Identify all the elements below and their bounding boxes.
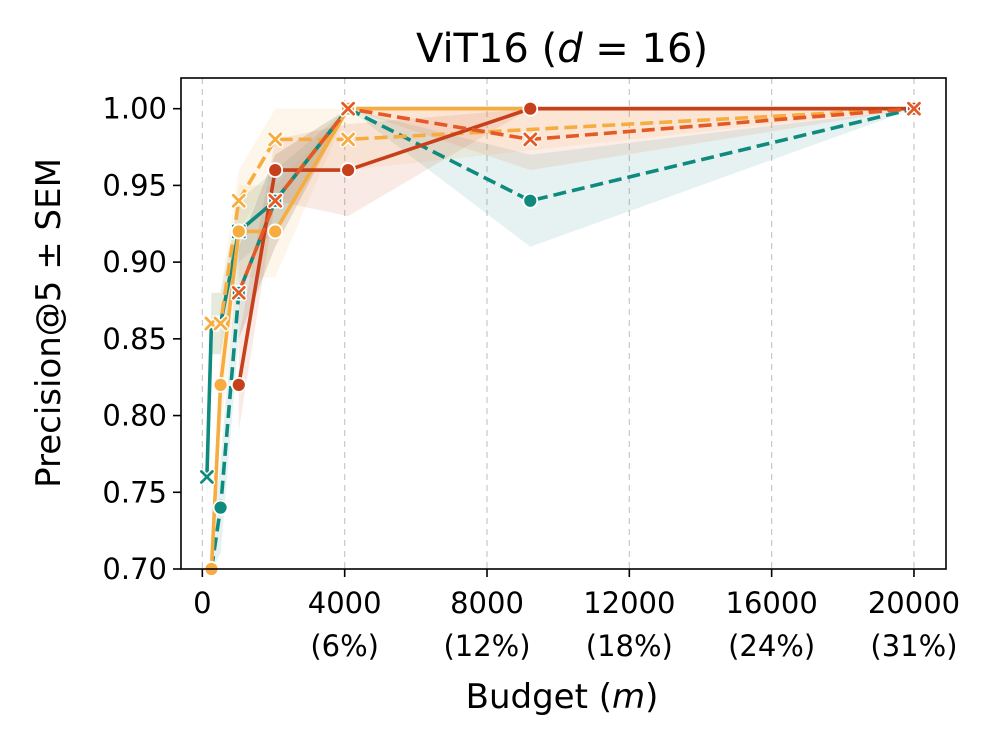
- y-tick-label-2: 0.80: [102, 399, 167, 433]
- x-tick-pct-4: (24%): [728, 629, 815, 663]
- y-tick-label-3: 0.85: [102, 322, 167, 356]
- plot-frame: [180, 77, 947, 570]
- point-orange-solid-o-2: [230, 223, 247, 240]
- y-tick-label-5: 0.95: [102, 168, 167, 202]
- x-axis-label: Budget (m): [466, 677, 659, 717]
- point-teal-solid-x-0: [198, 468, 216, 486]
- point-red-solid-o-3: [522, 100, 539, 117]
- point-teal-dashed-o-1: [212, 499, 229, 516]
- point-orange-dashed-x-4-mark: [341, 132, 355, 147]
- x-axis: 0 4000 (6%) 8000 (12%) 12000 (18%) 16000 (24%) 20…: [193, 569, 960, 663]
- y-tick-label-4: 0.90: [102, 245, 167, 279]
- point-red-dashed-x-0: [230, 284, 248, 302]
- point-red-solid-o-2: [340, 162, 356, 178]
- x-tick-label-5: 20000: [868, 586, 960, 620]
- point-red-dashed-x-2-mark: [341, 101, 355, 116]
- series-markers: [198, 100, 923, 577]
- sem-band-teal-dashed-o: [211, 108, 914, 569]
- point-red-solid-o-0: [230, 376, 247, 393]
- point-teal-solid-x-0-mark: [200, 470, 214, 484]
- y-tick-label-6: 1.00: [102, 92, 167, 126]
- y-axis-label: Precision@5 ± SEM: [29, 158, 69, 488]
- point-orange-dashed-x-3: [266, 131, 284, 148]
- point-teal-dashed-o-5: [522, 192, 539, 209]
- x-tick-label-0: 0: [193, 586, 211, 620]
- point-red-dashed-x-1-mark: [268, 193, 283, 208]
- point-red-solid-o-1: [267, 162, 284, 178]
- point-red-dashed-x-4-mark: [907, 101, 921, 116]
- point-red-dashed-x-3-mark: [523, 132, 538, 147]
- series-line-orange-solid-o: [209, 106, 914, 570]
- chart-title: ViT16 (d = 16): [416, 26, 708, 72]
- x-tick-label-1: 4000: [308, 586, 382, 620]
- point-orange-dashed-x-3-mark: [268, 132, 283, 147]
- point-orange-solid-o-3: [267, 223, 284, 240]
- x-tick-label-3: 12000: [583, 586, 675, 620]
- point-orange-solid-o-1: [212, 376, 229, 393]
- sem-band-red-dashed-x: [238, 108, 914, 339]
- gridlines: [201, 78, 915, 569]
- point-orange-dashed-x-2: [230, 192, 248, 209]
- x-tick-pct-2: (12%): [443, 629, 530, 663]
- x-tick-label-4: 16000: [726, 586, 818, 620]
- y-axis: 0.70 0.75 0.80 0.85 0.90 0.95 1.00: [102, 92, 181, 586]
- point-orange-dashed-x-4: [339, 131, 357, 148]
- x-tick-pct-1: (6%): [310, 629, 379, 663]
- x-tick-pct-5: (31%): [870, 629, 957, 663]
- point-red-dashed-x-2: [339, 100, 357, 117]
- point-red-dashed-x-1: [266, 192, 284, 209]
- sem-bands: [206, 108, 914, 569]
- point-orange-dashed-x-1-mark: [213, 316, 228, 331]
- y-tick-label-0: 0.70: [102, 552, 167, 586]
- x-tick-label-2: 8000: [450, 586, 524, 620]
- point-orange-dashed-x-2-mark: [231, 193, 246, 208]
- point-red-dashed-x-3: [522, 131, 539, 148]
- point-orange-dashed-x-1: [212, 315, 229, 332]
- y-tick-label-1: 0.75: [102, 475, 167, 509]
- point-red-dashed-x-4: [905, 100, 923, 117]
- point-red-dashed-x-0-mark: [231, 285, 246, 300]
- x-tick-pct-3: (18%): [586, 629, 673, 663]
